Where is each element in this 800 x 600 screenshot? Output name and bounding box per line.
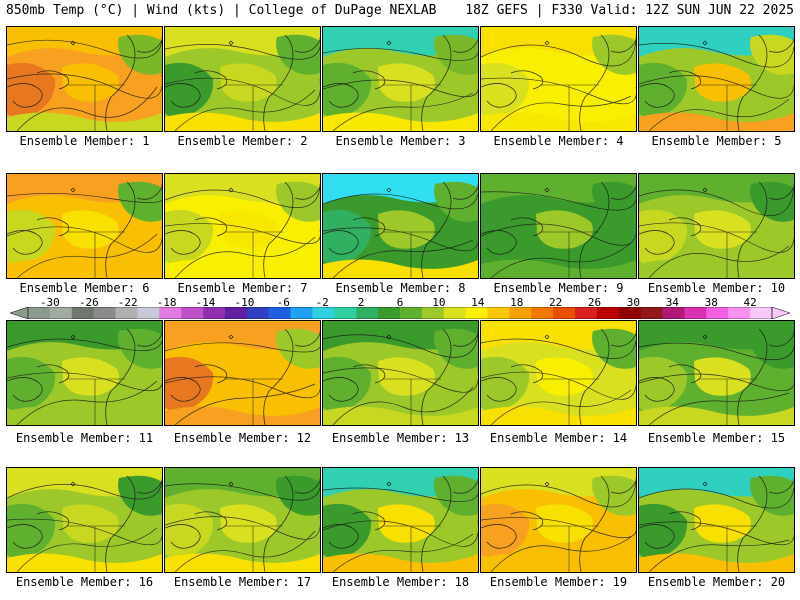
colorbar-tick-label: 18 bbox=[510, 296, 524, 309]
colorbar-tick-label: 10 bbox=[432, 296, 446, 309]
colorbar-tick-label: 6 bbox=[396, 296, 404, 309]
colorbar-segment bbox=[596, 307, 620, 319]
ensemble-member-4-label: Ensemble Member: 4 bbox=[493, 134, 624, 148]
ensemble-member-20-map[interactable] bbox=[638, 467, 795, 573]
ensemble-member-19-label: Ensemble Member: 19 bbox=[489, 575, 628, 589]
colorbar-segment bbox=[400, 307, 423, 319]
ensemble-member-7-label: Ensemble Member: 7 bbox=[177, 281, 308, 295]
ensemble-member-16-label: Ensemble Member: 16 bbox=[15, 575, 154, 589]
ensemble-member-13-label: Ensemble Member: 13 bbox=[331, 431, 470, 445]
colorbar-left-arrow bbox=[10, 307, 29, 319]
colorbar-tick-label: 34 bbox=[665, 296, 679, 309]
ensemble-member-9-label: Ensemble Member: 9 bbox=[493, 281, 624, 295]
colorbar-segment bbox=[159, 307, 182, 319]
ensemble-member-10-map[interactable] bbox=[638, 173, 795, 279]
ensemble-member-15-label: Ensemble Member: 15 bbox=[647, 431, 786, 445]
colorbar-segment bbox=[553, 307, 576, 319]
ensemble-member-3-map[interactable] bbox=[322, 26, 479, 132]
colorbar-segment bbox=[137, 307, 160, 319]
ensemble-member-5-map[interactable] bbox=[638, 26, 795, 132]
colorbar-segment bbox=[224, 307, 248, 319]
ensemble-member-20-label: Ensemble Member: 20 bbox=[647, 575, 786, 589]
ensemble-member-12-label: Ensemble Member: 12 bbox=[173, 431, 312, 445]
header-title: 850mb Temp (°C) | Wind (kts) | College o… bbox=[6, 3, 437, 18]
colorbar-segment bbox=[268, 307, 291, 319]
ensemble-member-2-label: Ensemble Member: 2 bbox=[177, 134, 308, 148]
colorbar-segment bbox=[378, 307, 401, 319]
ensemble-member-19-map[interactable] bbox=[480, 467, 637, 573]
ensemble-member-18-label: Ensemble Member: 18 bbox=[331, 575, 470, 589]
colorbar-segment bbox=[334, 307, 357, 319]
colorbar-segment bbox=[28, 307, 51, 319]
ensemble-member-6-map[interactable] bbox=[6, 173, 163, 279]
temperature-colorbar bbox=[10, 307, 790, 319]
ensemble-member-8-map[interactable] bbox=[322, 173, 479, 279]
ensemble-member-3-label: Ensemble Member: 3 bbox=[335, 134, 466, 148]
colorbar-tick-label: 2 bbox=[357, 296, 365, 309]
colorbar-segment bbox=[421, 307, 445, 319]
colorbar-tick-label: -30 bbox=[39, 296, 60, 309]
ensemble-member-7-map[interactable] bbox=[164, 173, 321, 279]
colorbar-segment bbox=[487, 307, 510, 319]
colorbar-tick-label: -22 bbox=[117, 296, 138, 309]
colorbar-segment bbox=[640, 307, 663, 319]
colorbar-tick-label: 30 bbox=[626, 296, 641, 309]
colorbar-segment bbox=[575, 307, 598, 319]
ensemble-member-11-label: Ensemble Member: 11 bbox=[15, 431, 154, 445]
ensemble-member-9-map[interactable] bbox=[480, 173, 637, 279]
ensemble-member-12-map[interactable] bbox=[164, 320, 321, 426]
colorbar-segment bbox=[728, 307, 751, 319]
colorbar-segment bbox=[509, 307, 532, 319]
ensemble-member-11-map[interactable] bbox=[6, 320, 163, 426]
ensemble-member-16-map[interactable] bbox=[6, 467, 163, 573]
colorbar-tick-label: -10 bbox=[234, 296, 255, 309]
ensemble-member-18-map[interactable] bbox=[322, 467, 479, 573]
colorbar-tick-label: 38 bbox=[704, 296, 718, 309]
colorbar-segment bbox=[531, 307, 554, 319]
ensemble-member-5-label: Ensemble Member: 5 bbox=[651, 134, 782, 148]
colorbar-segment bbox=[465, 307, 488, 319]
colorbar-tick-label: -6 bbox=[276, 296, 290, 309]
colorbar-tick-label: 42 bbox=[743, 296, 757, 309]
ensemble-member-1-label: Ensemble Member: 1 bbox=[19, 134, 150, 148]
colorbar-tick-label: -2 bbox=[315, 296, 329, 309]
ensemble-member-15-map[interactable] bbox=[638, 320, 795, 426]
colorbar-segment bbox=[290, 307, 313, 319]
ensemble-member-2-map[interactable] bbox=[164, 26, 321, 132]
colorbar-segment bbox=[684, 307, 707, 319]
colorbar-segment bbox=[750, 307, 773, 319]
ensemble-member-17-map[interactable] bbox=[164, 467, 321, 573]
colorbar-tick-label: 26 bbox=[587, 296, 602, 309]
ensemble-member-17-label: Ensemble Member: 17 bbox=[173, 575, 312, 589]
colorbar-tick-label: 22 bbox=[548, 296, 563, 309]
colorbar-segment bbox=[443, 307, 467, 319]
colorbar-tick-label: -14 bbox=[195, 296, 216, 309]
colorbar-tick-label: -18 bbox=[156, 296, 177, 309]
colorbar-segment bbox=[181, 307, 204, 319]
colorbar-segment bbox=[356, 307, 379, 319]
colorbar-segment bbox=[71, 307, 95, 319]
ensemble-member-14-map[interactable] bbox=[480, 320, 637, 426]
colorbar-segment bbox=[93, 307, 116, 319]
ensemble-member-8-label: Ensemble Member: 8 bbox=[335, 281, 466, 295]
colorbar-segment bbox=[706, 307, 729, 319]
ensemble-member-1-map[interactable] bbox=[6, 26, 163, 132]
colorbar-tick-label: 14 bbox=[471, 296, 485, 309]
colorbar-segment bbox=[312, 307, 335, 319]
colorbar-segment bbox=[203, 307, 226, 319]
colorbar-segment bbox=[662, 307, 685, 319]
colorbar-tick-label: -26 bbox=[78, 296, 99, 309]
ensemble-member-13-map[interactable] bbox=[322, 320, 479, 426]
ensemble-member-14-label: Ensemble Member: 14 bbox=[489, 431, 628, 445]
ensemble-member-6-label: Ensemble Member: 6 bbox=[19, 281, 150, 295]
colorbar-segment bbox=[246, 307, 270, 319]
colorbar-segment bbox=[618, 307, 642, 319]
colorbar-segment bbox=[115, 307, 138, 319]
ensemble-member-4-map[interactable] bbox=[480, 26, 637, 132]
colorbar-right-arrow bbox=[771, 307, 790, 319]
colorbar-segment bbox=[49, 307, 73, 319]
ensemble-member-10-label: Ensemble Member: 10 bbox=[647, 281, 786, 295]
header-valid-time: 18Z GEFS | F330 Valid: 12Z SUN JUN 22 20… bbox=[465, 3, 794, 18]
